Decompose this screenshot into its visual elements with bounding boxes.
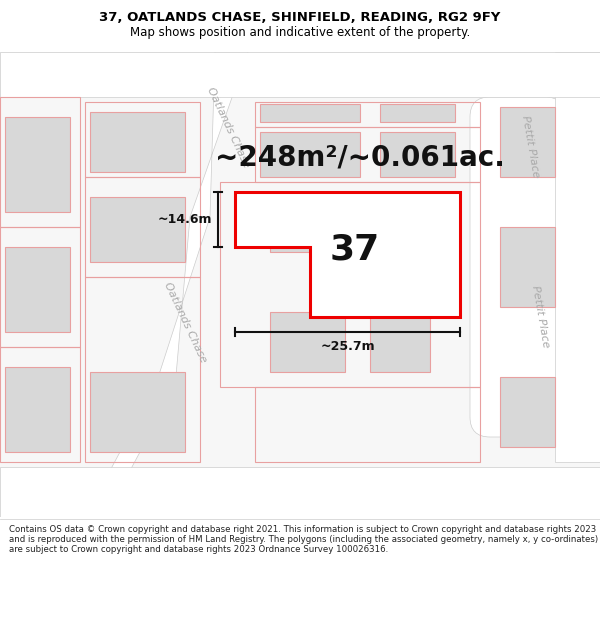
Polygon shape (0, 467, 600, 517)
Text: 37, OATLANDS CHASE, SHINFIELD, READING, RG2 9FY: 37, OATLANDS CHASE, SHINFIELD, READING, … (100, 11, 500, 24)
Text: Pettit Place: Pettit Place (530, 285, 550, 349)
Bar (90, 372, 185, 452)
Bar (380, 132, 455, 177)
Text: ~14.6m: ~14.6m (157, 213, 212, 226)
Bar (370, 202, 430, 252)
Text: ~248m²/~0.061ac.: ~248m²/~0.061ac. (215, 143, 505, 171)
Text: ~25.7m: ~25.7m (320, 340, 375, 353)
Text: Contains OS data © Crown copyright and database right 2021. This information is : Contains OS data © Crown copyright and d… (9, 524, 598, 554)
Polygon shape (555, 52, 600, 462)
Bar (500, 377, 555, 447)
Text: Oatlands Chase: Oatlands Chase (162, 280, 208, 364)
Bar (90, 112, 185, 172)
Bar (270, 202, 345, 252)
Polygon shape (235, 192, 460, 317)
Bar (5, 247, 70, 332)
Text: 37: 37 (330, 232, 380, 266)
Text: Map shows position and indicative extent of the property.: Map shows position and indicative extent… (130, 26, 470, 39)
Text: Pettit Place: Pettit Place (520, 115, 541, 179)
Bar (380, 104, 455, 122)
Polygon shape (155, 217, 210, 387)
Bar (500, 227, 555, 307)
FancyBboxPatch shape (470, 97, 565, 437)
Bar (90, 197, 185, 262)
Polygon shape (190, 52, 248, 217)
Text: Oatlands Chase: Oatlands Chase (205, 85, 251, 169)
Polygon shape (0, 52, 600, 97)
Bar (260, 132, 360, 177)
Bar (370, 312, 430, 372)
Bar (500, 107, 555, 177)
Bar (260, 104, 360, 122)
Bar (5, 367, 70, 452)
Polygon shape (85, 387, 175, 517)
Bar (270, 312, 345, 372)
Bar (5, 117, 70, 212)
